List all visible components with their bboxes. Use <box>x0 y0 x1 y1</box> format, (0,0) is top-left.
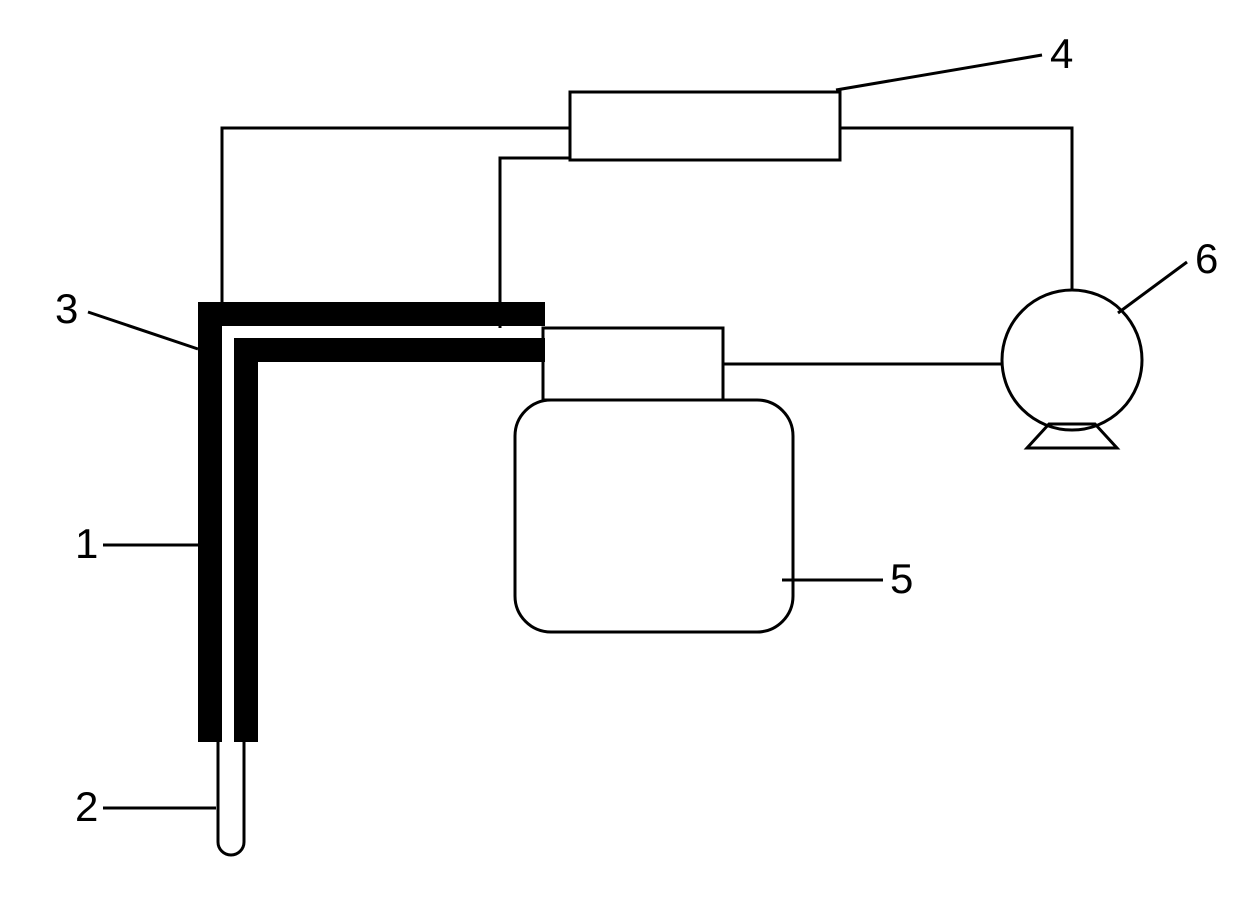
leader-n6 <box>1118 262 1187 313</box>
component-5-body <box>515 400 793 632</box>
elbow-inner-wall <box>234 338 545 742</box>
connector-elbow-to-4-upper <box>222 128 570 302</box>
connector-4-to-6 <box>840 128 1072 290</box>
component-2-probe <box>218 740 244 855</box>
leader-n4 <box>836 55 1042 90</box>
diagram-svg <box>0 0 1240 918</box>
component-4 <box>570 92 840 160</box>
component-6-stand <box>1027 424 1117 448</box>
diagram-stage: 123456 <box>0 0 1240 918</box>
leader-n3 <box>88 312 198 349</box>
component-5-cap <box>543 328 723 400</box>
